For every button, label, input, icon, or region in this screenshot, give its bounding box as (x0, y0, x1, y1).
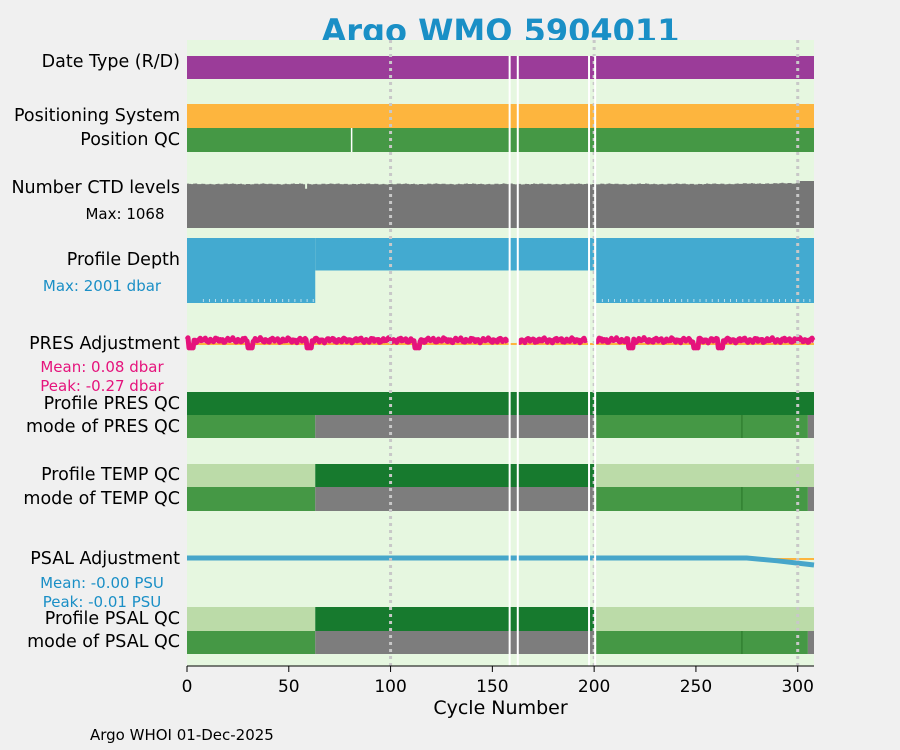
mode-qc-divider-2 (741, 631, 743, 654)
x-tick-label-250: 250 (680, 677, 712, 697)
psal-profile-qc-segment-2 (596, 607, 814, 631)
mode-qc-divider-1 (741, 487, 743, 510)
missing-cycle-197 (588, 56, 591, 666)
profile-depth-speckles (202, 299, 811, 302)
missing-cycle-162 (516, 56, 519, 666)
position-qc-mark (350, 128, 353, 152)
label-positioning-system: Positioning System (13, 106, 180, 126)
mode-qc-divider-0 (741, 415, 743, 438)
label-profile-psal-qc: Profile PSAL QC (44, 609, 180, 629)
label-profile-depth: Profile Depth (66, 250, 180, 270)
profile-depth-segment-0 (187, 238, 316, 303)
pres-profile-qc-segment-0 (187, 392, 814, 415)
ctd-levels-bars (187, 181, 814, 228)
position-qc-bar (187, 128, 814, 152)
label-mode-temp-qc: mode of TEMP QC (23, 489, 180, 509)
pres-mode-qc-segment-0 (187, 415, 316, 438)
profile-depth-segment-2 (596, 238, 814, 303)
x-axis-label: Cycle Number (433, 697, 568, 719)
pres-mean-label: Mean: 0.08 dbar (40, 358, 164, 376)
label-mode-psal-qc: mode of PSAL QC (27, 632, 180, 652)
depth-max-label: Max: 2001 dbar (42, 277, 162, 295)
psal-profile-qc-segment-0 (187, 607, 316, 631)
psal-mode-qc-segment-3 (807, 631, 814, 654)
label-profile-temp-qc: Profile TEMP QC (41, 465, 180, 485)
pres-mode-qc-segment-2 (596, 415, 808, 438)
psal-mode-qc-segment-1 (315, 631, 597, 654)
temp-mode-qc-segment-0 (187, 487, 316, 511)
label-date-type: Date Type (R/D) (41, 52, 180, 72)
pres-adjustment-line (184, 335, 816, 351)
psal-peak-label: Peak: -0.01 PSU (42, 593, 162, 611)
pres-mode-qc-segment-1 (315, 415, 597, 438)
ctd-max-label: Max: 1068 (85, 205, 165, 223)
positioning-system-bar (187, 104, 814, 128)
x-tick-label-150: 150 (476, 677, 508, 697)
temp-mode-qc-segment-1 (315, 487, 597, 511)
label-mode-pres-qc: mode of PRES QC (25, 417, 180, 437)
x-tick-label-100: 100 (374, 677, 406, 697)
missing-cycle-200 (594, 56, 597, 666)
pres-peak-label: Peak: -0.27 dbar (40, 377, 164, 395)
label-position-qc: Position QC (80, 130, 180, 150)
x-tick-label-300: 300 (781, 677, 813, 697)
x-tick-label-200: 200 (578, 677, 610, 697)
psal-mode-qc-segment-0 (187, 631, 316, 654)
temp-mode-qc-segment-3 (807, 487, 814, 511)
temp-profile-qc-segment-1 (315, 464, 597, 487)
pres-mode-qc-segment-3 (807, 415, 814, 438)
label-psal-adjustment: PSAL Adjustment (30, 549, 180, 569)
label-pres-adjustment: PRES Adjustment (29, 334, 180, 354)
psal-adjustment-line (187, 555, 815, 568)
missing-cycle-158 (508, 56, 511, 666)
label-ctd-levels: Number CTD levels (11, 178, 180, 198)
temp-profile-qc-segment-0 (187, 464, 316, 487)
psal-profile-qc-segment-1 (315, 607, 597, 631)
profile-depth-top-ticks (316, 239, 591, 242)
label-profile-pres-qc: Profile PRES QC (43, 394, 180, 414)
date-type-bar (187, 56, 814, 79)
x-tick-label-0: 0 (182, 677, 193, 697)
x-tick-label-50: 50 (278, 677, 300, 697)
psal-mean-label: Mean: -0.00 PSU (40, 574, 164, 592)
temp-profile-qc-segment-2 (596, 464, 814, 487)
profile-depth-segment-1 (315, 238, 597, 271)
psal-mode-qc-segment-2 (596, 631, 808, 654)
footer-credit: Argo WHOI 01-Dec-2025 (90, 726, 274, 744)
temp-mode-qc-segment-2 (596, 487, 808, 511)
